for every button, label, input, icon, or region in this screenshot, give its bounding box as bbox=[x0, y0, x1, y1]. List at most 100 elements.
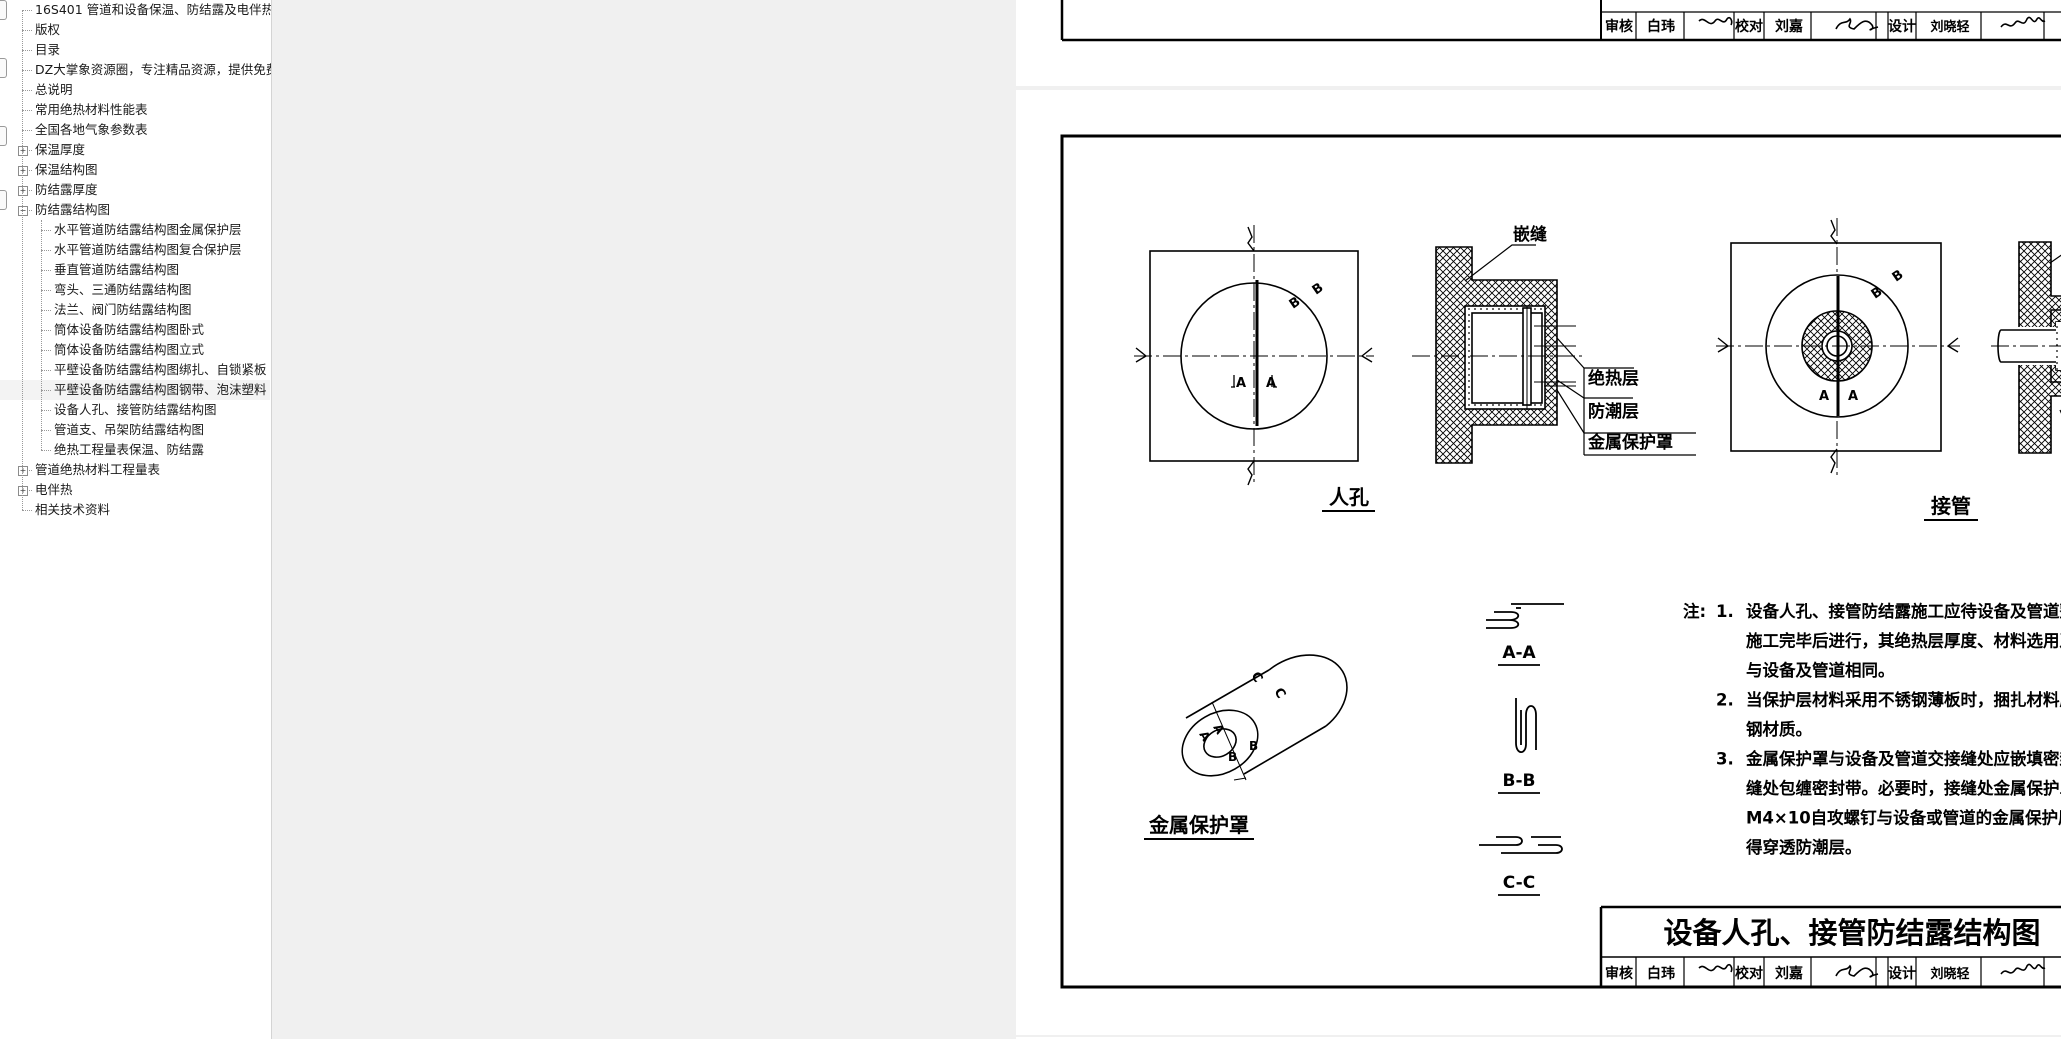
next-page bbox=[1016, 1037, 2061, 1039]
tree-guide bbox=[41, 290, 51, 291]
bookmark-item[interactable]: 目录 bbox=[0, 40, 270, 60]
bookmark-label: 目录 bbox=[35, 42, 61, 57]
tree-guide bbox=[41, 350, 51, 351]
bookmark-item[interactable]: 管道支、吊架防结露结构图 bbox=[0, 420, 270, 440]
bookmark-item[interactable]: 平壁设备防结露结构图绑扎、自锁紧板 bbox=[0, 360, 270, 380]
panel-tab-4[interactable] bbox=[0, 190, 7, 210]
tree-guide bbox=[41, 310, 51, 311]
bookmark-item[interactable]: 总说明 bbox=[0, 80, 270, 100]
cover-mark-c2: C bbox=[1271, 686, 1289, 702]
note-line: 与设备及管道相同。 bbox=[1746, 660, 1895, 680]
manhole-front-view bbox=[1134, 225, 1374, 486]
cover-mark-b1: B bbox=[1228, 750, 1237, 764]
bookmark-label: 全国各地气象参数表 bbox=[35, 122, 148, 137]
bookmark-label: 筒体设备防结露结构图卧式 bbox=[54, 322, 205, 337]
document-viewer[interactable]: 审核白玮校对刘嘉设计刘晓轻页 55 bbox=[272, 0, 2061, 1039]
title-block-checker: 刘嘉 bbox=[1775, 18, 1803, 35]
manhole-mark-a1: A bbox=[1236, 376, 1246, 391]
collapse-icon[interactable]: − bbox=[18, 206, 28, 216]
signature-scribble bbox=[2000, 16, 2046, 28]
manhole-mark-b2: B bbox=[1310, 280, 1327, 298]
title-block-checked-label: 校对 bbox=[1735, 18, 1763, 35]
section-cc-label: C-C bbox=[1503, 873, 1535, 893]
cover-mark-c1: C bbox=[1248, 670, 1266, 686]
tree-guide-vertical bbox=[22, 10, 23, 510]
bookmark-item[interactable]: 筒体设备防结露结构图卧式 bbox=[0, 320, 270, 340]
drawing-sheet: B B A A 人孔 bbox=[1060, 134, 2061, 989]
bookmark-item[interactable]: 16S401 管道和设备保温、防结露及电伴热 bbox=[0, 0, 272, 20]
bookmark-label: 16S401 管道和设备保温、防结露及电伴热 bbox=[35, 2, 272, 17]
bookmark-item[interactable]: + 管道绝热材料工程量表 bbox=[0, 460, 270, 480]
expand-icon[interactable]: + bbox=[18, 186, 28, 196]
signature-scribble bbox=[1835, 17, 1879, 31]
title-block-reviewed-label: 审核 bbox=[1605, 18, 1633, 35]
bookmark-item[interactable]: 弯头、三通防结露结构图 bbox=[0, 280, 270, 300]
title-block-design-label: 设计 bbox=[1888, 965, 1916, 982]
tree-guide bbox=[41, 450, 51, 451]
title-block-checker: 刘嘉 bbox=[1775, 965, 1803, 982]
bookmark-label: 防结露厚度 bbox=[35, 182, 98, 197]
bookmark-item[interactable]: + 电伴热 bbox=[0, 480, 270, 500]
bookmark-item[interactable]: 设备人孔、接管防结露结构图 bbox=[0, 400, 270, 420]
bookmark-item[interactable]: 常用绝热材料性能表 bbox=[0, 100, 270, 120]
section-bb-label: B-B bbox=[1503, 771, 1536, 791]
tree-guide bbox=[41, 250, 51, 251]
bookmark-item[interactable]: + 防结露厚度 bbox=[0, 180, 270, 200]
nozzle-section-view bbox=[1991, 241, 2061, 454]
bookmark-label: 水平管道防结露结构图金属保护层 bbox=[54, 222, 242, 237]
nozzle-mark-b1: B bbox=[1869, 284, 1886, 302]
bookmark-item[interactable]: 绝热工程量表保温、防结露 bbox=[0, 440, 270, 460]
bookmark-item[interactable]: 水平管道防结露结构图复合保护层 bbox=[0, 240, 270, 260]
prev-title-block-row: 审核白玮校对刘嘉设计刘晓轻页 bbox=[1605, 12, 2046, 40]
bookmark-label: 总说明 bbox=[35, 82, 73, 97]
tree-guide bbox=[22, 510, 32, 511]
bookmark-item[interactable]: 相关技术资料 bbox=[0, 500, 270, 520]
drawing-title: 设备人孔、接管防结露结构图 bbox=[1663, 916, 2040, 950]
bookmark-item[interactable]: + 保温结构图 bbox=[0, 160, 270, 180]
bookmark-item[interactable]: 筒体设备防结露结构图立式 bbox=[0, 340, 270, 360]
signature-scribble bbox=[2000, 963, 2046, 975]
bookmark-item[interactable]: 水平管道防结露结构图金属保护层 bbox=[0, 220, 270, 240]
bookmark-item[interactable]: 垂直管道防结露结构图 bbox=[0, 260, 270, 280]
bookmark-item[interactable]: + 保温厚度 bbox=[0, 140, 270, 160]
bookmark-item[interactable]: 法兰、阀门防结露结构图 bbox=[0, 300, 270, 320]
nozzle-front-view bbox=[1716, 218, 1960, 475]
bookmark-item[interactable]: 全国各地气象参数表 bbox=[0, 120, 270, 140]
bookmark-label: 筒体设备防结露结构图立式 bbox=[54, 342, 205, 357]
bookmark-item[interactable]: DZ大掌象资源圈，专注精品资源，提供免费下 bbox=[0, 60, 271, 80]
tree-guide bbox=[41, 390, 51, 391]
manhole-caption: 人孔 bbox=[1322, 485, 1375, 512]
bookmark-item[interactable]: − 防结露结构图 bbox=[0, 200, 270, 220]
title-block-signature-row: 审核白玮校对刘嘉设计刘晓轻页 bbox=[1605, 957, 2046, 987]
bookmark-item[interactable]: 版权 bbox=[0, 20, 270, 40]
panel-tab-2[interactable] bbox=[0, 58, 7, 78]
bookmark-label: 常用绝热材料性能表 bbox=[35, 102, 148, 117]
label-metal-manhole: 金属保护罩 bbox=[1587, 432, 1673, 453]
page-56: B B A A 人孔 bbox=[1016, 90, 2061, 1035]
bookmark-label: 弯头、三通防结露结构图 bbox=[54, 282, 192, 297]
title-block-reviewer: 白玮 bbox=[1647, 18, 1675, 35]
nozzle-mark-b2: B bbox=[1890, 267, 1907, 285]
bookmark-label: 水平管道防结露结构图复合保护层 bbox=[54, 242, 242, 257]
title-block-reviewed-label: 审核 bbox=[1605, 965, 1633, 982]
panel-tab-1[interactable] bbox=[0, 0, 7, 20]
bookmark-label: 版权 bbox=[35, 22, 61, 37]
manhole-section-marks bbox=[1231, 375, 1277, 388]
bookmark-label: 电伴热 bbox=[35, 482, 73, 497]
expand-icon[interactable]: + bbox=[18, 166, 28, 176]
label-seam-manhole: 嵌缝 bbox=[1513, 224, 1547, 245]
panel-tab-3[interactable] bbox=[0, 126, 7, 146]
title-block-design-label: 设计 bbox=[1888, 18, 1916, 35]
expand-icon[interactable]: + bbox=[18, 146, 28, 156]
tree-guide bbox=[41, 370, 51, 371]
note-number: 1. bbox=[1716, 602, 1734, 621]
expand-icon[interactable]: + bbox=[18, 486, 28, 496]
tree-guide bbox=[41, 230, 51, 231]
expand-icon[interactable]: + bbox=[18, 466, 28, 476]
note-number: 3. bbox=[1716, 750, 1734, 769]
bookmark-item[interactable]: 平壁设备防结露结构图钢带、泡沫塑料 bbox=[0, 380, 270, 400]
note-line: 当保护层材料采用不锈钢薄板时，捆扎材料应采用不锈 bbox=[1746, 690, 2061, 710]
note-line: 缝处包缠密封带。必要时，接缝处金属保护罩翻边，用 bbox=[1746, 778, 2061, 798]
title-block bbox=[1599, 905, 2061, 987]
note-line: M4×10自攻螺钉与设备或管道的金属保护层固定，但不 bbox=[1746, 808, 2061, 828]
